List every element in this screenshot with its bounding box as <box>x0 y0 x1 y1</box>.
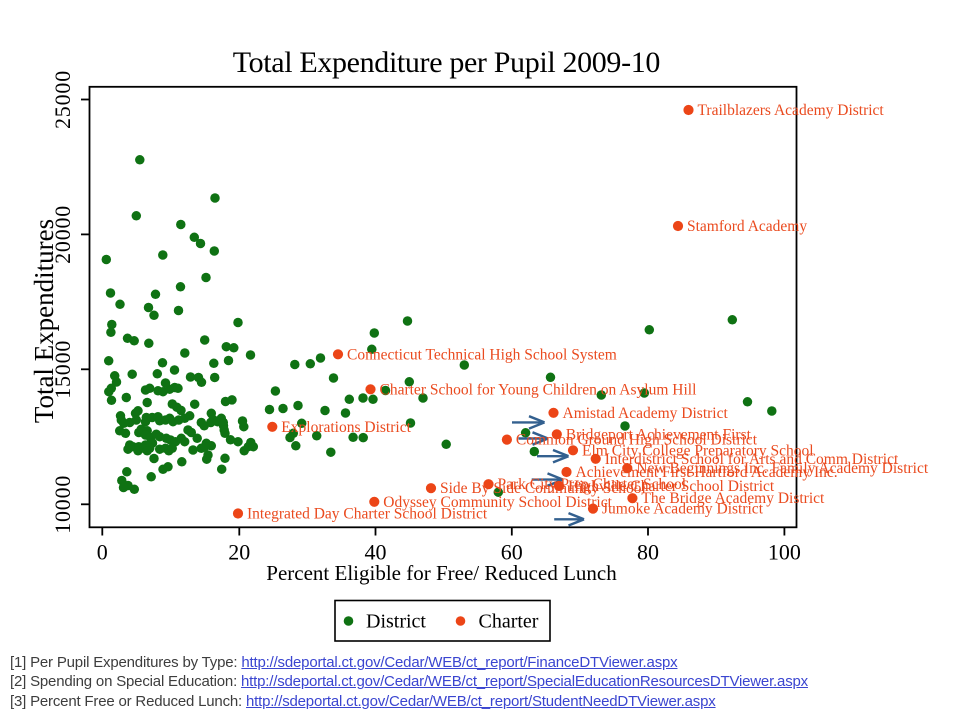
svg-text:Charter: Charter <box>479 611 539 633</box>
svg-text:Integrated Day Charter School: Integrated Day Charter School District <box>247 506 488 523</box>
svg-text:Percent Eligible for Free/ Red: Percent Eligible for Free/ Reduced Lunch <box>266 561 617 585</box>
svg-text:Connecticut Technical High Sch: Connecticut Technical High School System <box>347 346 617 363</box>
svg-text:20: 20 <box>228 540 250 565</box>
svg-text:20000: 20000 <box>50 205 75 264</box>
svg-text:Bridgeport Achievement First: Bridgeport Achievement First <box>566 426 752 443</box>
svg-text:Common Ground High School Dist: Common Ground High School District <box>516 432 758 449</box>
svg-text:Total Expenditures: Total Expenditures <box>29 219 59 423</box>
svg-text:New Beginnings Inc. Family Aca: New Beginnings Inc. Family Academy Distr… <box>636 460 929 477</box>
svg-text:60: 60 <box>501 540 523 565</box>
svg-text:25000: 25000 <box>50 70 75 129</box>
svg-text:Side By Side Community School: Side By Side Community School <box>440 480 646 497</box>
svg-text:The Bridge Academy District: The Bridge Academy District <box>641 490 825 507</box>
svg-text:80: 80 <box>637 540 659 565</box>
svg-text:Amistad Academy District: Amistad Academy District <box>563 405 729 422</box>
svg-text:15000: 15000 <box>50 340 75 399</box>
svg-text:Elm City College Preparatory S: Elm City College Preparatory School <box>582 442 814 459</box>
svg-text:Explorations District: Explorations District <box>281 419 411 436</box>
svg-text:0: 0 <box>97 540 108 565</box>
svg-text:Jumoke Academy District: Jumoke Academy District <box>602 501 764 518</box>
svg-text:10000: 10000 <box>50 475 75 534</box>
svg-text:Stamford Academy: Stamford Academy <box>687 218 807 235</box>
svg-text:Highville Charter School Distr: Highville Charter School District <box>568 478 775 495</box>
svg-text:Achievement First Hartford Aca: Achievement First Hartford Academy Inc. <box>576 464 838 481</box>
svg-text:Charter School for Young Child: Charter School for Young Children on Asy… <box>380 381 697 398</box>
svg-text:40: 40 <box>365 540 387 565</box>
svg-text:Interdistrict School for Arts: Interdistrict School for Arts and Comm D… <box>605 451 899 468</box>
svg-text:Park City Prep Charter School: Park City Prep Charter School <box>498 476 687 493</box>
svg-text:Odyssey Community School Distr: Odyssey Community School District <box>383 494 612 511</box>
svg-text:District: District <box>366 611 426 633</box>
svg-text:Trailblazers Academy District: Trailblazers Academy District <box>698 102 885 119</box>
svg-text:100: 100 <box>768 540 801 565</box>
